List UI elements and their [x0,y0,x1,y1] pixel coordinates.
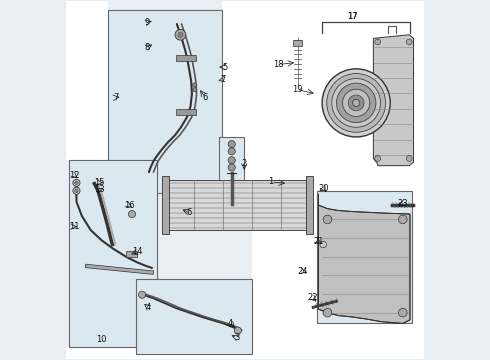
Text: 24: 24 [298,267,308,276]
Circle shape [353,99,360,107]
Circle shape [234,327,242,334]
Bar [317,191,412,323]
Text: 19: 19 [292,85,302,94]
Text: 17: 17 [347,12,358,21]
Text: 20: 20 [318,184,329,193]
Text: 10: 10 [97,335,107,344]
Circle shape [398,215,407,224]
Circle shape [228,140,235,148]
Circle shape [327,73,386,132]
Circle shape [193,87,197,92]
Text: 15: 15 [95,178,105,187]
Text: 18: 18 [273,60,284,69]
Circle shape [128,211,136,218]
Bar [66,1,108,160]
Text: 7: 7 [113,93,119,102]
Text: 16: 16 [124,201,135,210]
Circle shape [375,156,381,161]
Circle shape [320,241,326,248]
Circle shape [322,69,390,137]
Text: 9: 9 [145,18,150,27]
Text: 5: 5 [222,63,227,72]
Text: 11: 11 [70,222,80,231]
Bar [294,40,302,45]
Circle shape [74,181,78,185]
Circle shape [348,95,364,111]
Text: 4: 4 [146,303,151,312]
Text: 1: 1 [269,177,274,186]
Polygon shape [318,194,410,323]
Text: 21: 21 [313,237,324,246]
Circle shape [375,39,381,45]
Text: 8: 8 [145,43,150,52]
Text: 2: 2 [242,159,247,168]
Circle shape [398,309,407,317]
Circle shape [343,89,370,117]
Circle shape [73,179,80,186]
Bar [162,176,169,234]
Circle shape [228,148,235,155]
Circle shape [74,189,78,193]
Circle shape [337,83,376,123]
Text: 22: 22 [307,293,318,302]
Polygon shape [373,35,414,166]
Bar [176,55,196,61]
Circle shape [406,156,412,161]
Text: 7: 7 [220,75,225,84]
Text: 6: 6 [187,208,192,217]
Text: 13: 13 [95,185,105,194]
Text: 23: 23 [397,199,408,208]
Bar [126,251,137,257]
Bar [166,180,310,230]
Text: 12: 12 [70,171,80,180]
Circle shape [323,309,332,317]
Text: 17: 17 [347,12,358,21]
Bar [136,279,252,354]
Bar [69,160,157,347]
Circle shape [228,164,235,171]
Bar [221,1,424,193]
Circle shape [193,83,197,87]
Bar [306,176,313,234]
Circle shape [406,39,412,45]
Text: 3: 3 [234,333,240,342]
Circle shape [228,157,235,164]
Text: 6: 6 [203,93,208,102]
Circle shape [332,78,381,127]
Bar [176,109,196,115]
Circle shape [139,291,146,298]
Circle shape [323,215,332,224]
Bar [219,137,245,207]
Bar [108,10,221,193]
Text: 4: 4 [228,319,233,328]
Circle shape [73,187,80,194]
Circle shape [178,32,183,37]
Circle shape [175,30,186,40]
Text: 14: 14 [132,247,143,256]
Bar [66,347,424,359]
Bar [252,193,424,359]
